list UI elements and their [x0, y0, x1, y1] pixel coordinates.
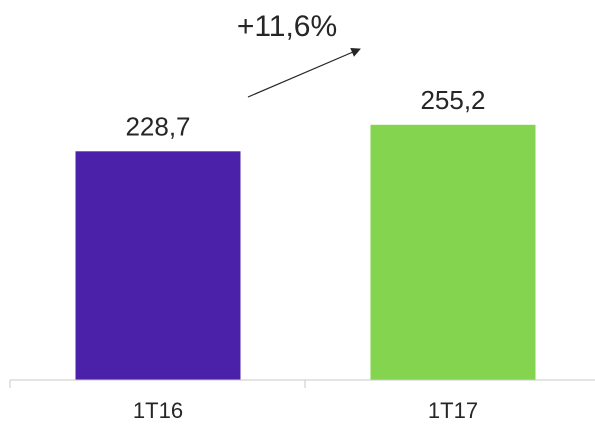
value-label-1T16: 228,7	[125, 111, 190, 141]
growth-annotation-label: +11,6%	[237, 10, 337, 43]
bar-1T17	[370, 124, 536, 380]
category-label-1T17: 1T17	[428, 398, 478, 423]
value-label-1T17: 255,2	[420, 85, 485, 115]
bar-1T16	[75, 151, 241, 380]
category-label-1T16: 1T16	[133, 398, 183, 423]
plot-area: 228,7 1T16 255,2 1T17	[75, 85, 536, 423]
growth-arrow	[247, 47, 361, 98]
